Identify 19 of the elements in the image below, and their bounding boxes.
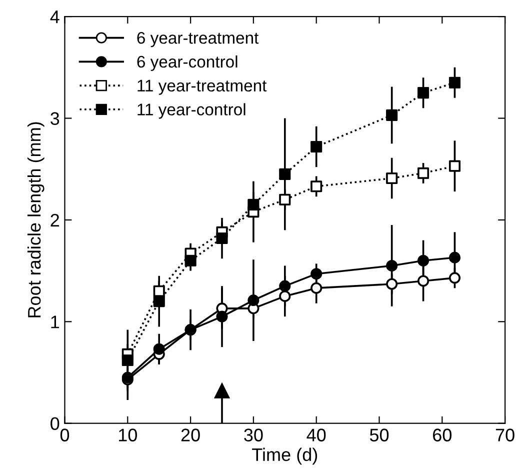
x-tick-label: 70 xyxy=(496,428,514,442)
y-tick-label: 4 xyxy=(50,10,60,24)
legend-label: 6 year-control xyxy=(137,55,238,71)
x-axis-title: Time (d) xyxy=(252,448,318,465)
x-tick-label: 50 xyxy=(370,428,389,442)
y-axis-title: Root radicle length (mm) xyxy=(27,122,44,318)
x-tick-label: 20 xyxy=(181,428,200,442)
legend-label: 11 year-control xyxy=(138,103,246,119)
x-tick-label: 0 xyxy=(60,428,70,442)
legend-label: 11 year-treatment xyxy=(138,80,267,95)
x-tick-label: 30 xyxy=(244,428,263,442)
x-tick-label: 60 xyxy=(433,428,452,442)
y-tick-label: 0 xyxy=(50,417,60,430)
y-tick-label: 1 xyxy=(51,316,60,328)
y-tick-label: 2 xyxy=(50,214,59,226)
y-tick-label: 3 xyxy=(50,112,60,125)
x-tick-label: 40 xyxy=(306,428,326,442)
legend-label: 6 year-treatment xyxy=(137,32,259,48)
x-tick-label: 10 xyxy=(118,428,137,442)
